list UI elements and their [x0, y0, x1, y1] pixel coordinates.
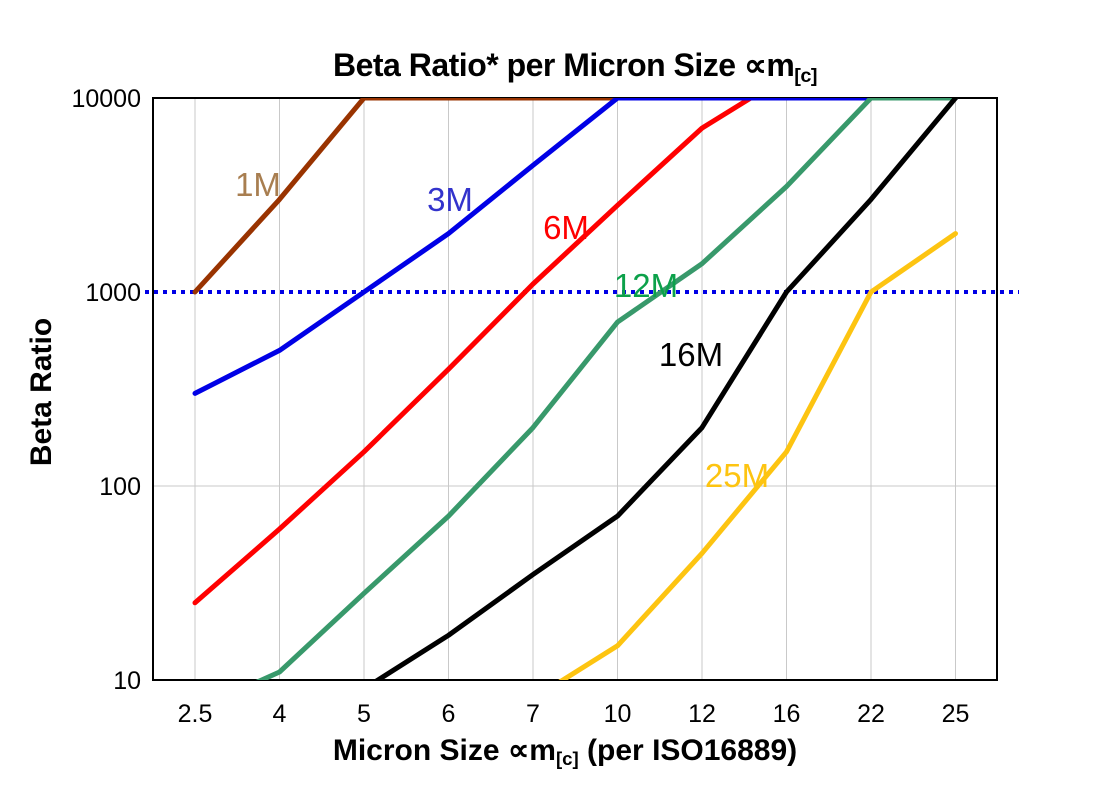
x-tick-label-6: 6: [442, 700, 456, 728]
y-tick-label-10: 10: [113, 667, 141, 695]
x-tick-label-12: 12: [688, 700, 716, 728]
series-label-12M: 12M: [614, 267, 678, 304]
y-tick-label-10000: 10000: [71, 85, 141, 113]
chart-title-text: Beta Ratio* per Micron Size ∝m: [332, 47, 795, 83]
x-axis-title-text: Micron Size ∝m: [332, 734, 556, 767]
series-label-16M: 16M: [659, 336, 723, 373]
chart-title: Beta Ratio* per Micron Size ∝m[c]: [153, 46, 997, 87]
series-label-25M: 25M: [705, 457, 769, 494]
x-tick-label-2.5: 2.5: [178, 700, 213, 728]
x-tick-label-22: 22: [857, 700, 885, 728]
series-lines-group: [192, 98, 958, 680]
series-line-1M: [192, 98, 958, 295]
x-tick-label-25: 25: [942, 700, 970, 728]
x-axis-title: Micron Size ∝m[c] (per ISO16889): [133, 733, 997, 770]
y-tick-label-1000: 1000: [85, 279, 141, 307]
y-tick-label-100: 100: [99, 473, 141, 501]
series-line-3M: [192, 98, 958, 396]
series-label-1M: 1M: [235, 166, 281, 203]
series-line-12M: [255, 98, 958, 680]
series-line-16M: [373, 98, 958, 680]
chart-title-subscript: [c]: [794, 64, 818, 87]
x-tick-label-5: 5: [357, 700, 371, 728]
x-tick-label-4: 4: [273, 700, 287, 728]
series-label-3M: 3M: [427, 181, 473, 218]
x-tick-label-16: 16: [773, 700, 801, 728]
series-label-6M: 6M: [543, 209, 589, 246]
x-axis-title-subscript: [c]: [555, 748, 579, 770]
x-axis-title-suffix: (per ISO16889): [578, 734, 798, 767]
series-line-25M: [558, 231, 958, 680]
x-tick-label-7: 7: [526, 700, 540, 728]
x-tick-label-10: 10: [604, 700, 632, 728]
series-line-6M: [192, 98, 756, 606]
